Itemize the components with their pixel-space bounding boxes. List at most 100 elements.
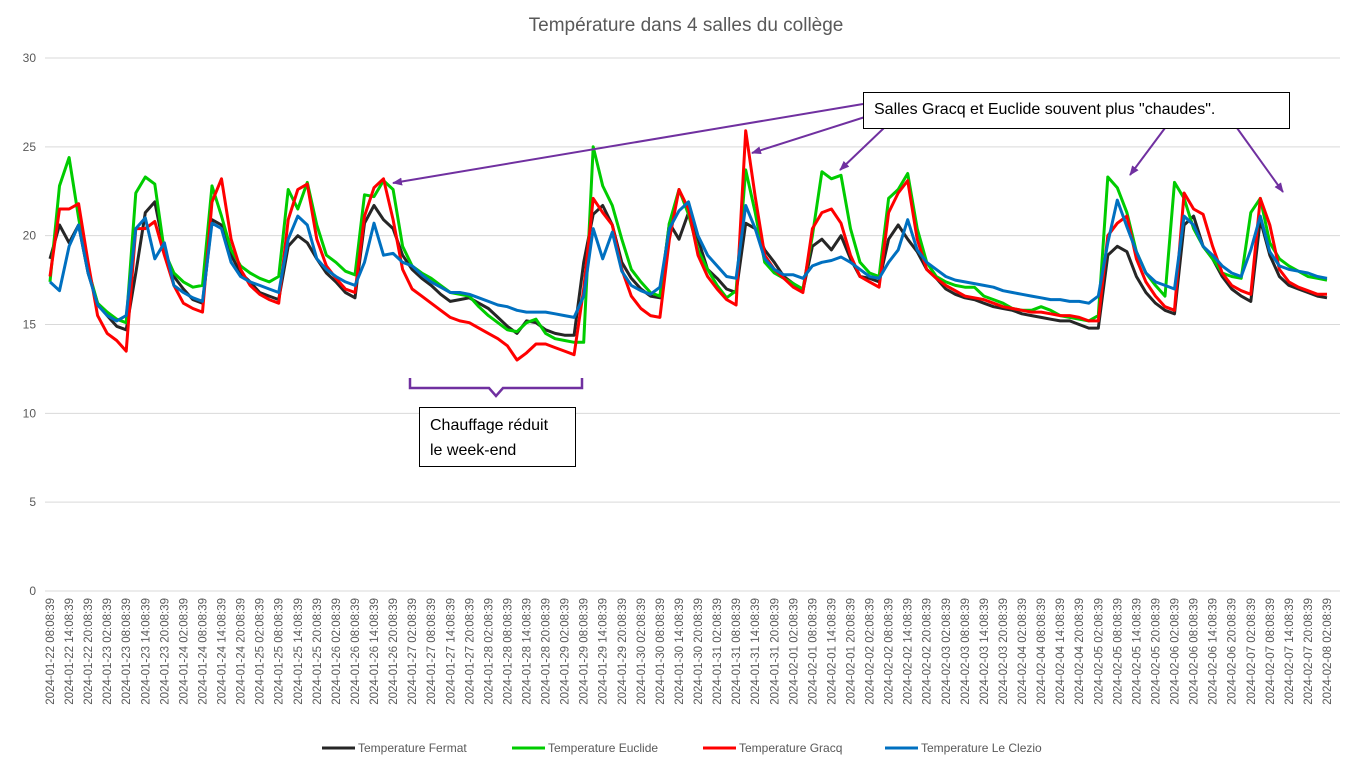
x-tick-label: 2024-02-07 20:08:39 — [1303, 598, 1315, 705]
annotation-hot-rooms-text: Salles Gracq et Euclide souvent plus "ch… — [874, 101, 1216, 118]
y-tick-label: 30 — [23, 51, 37, 65]
x-tick-label: 2024-02-01 20:08:39 — [846, 598, 858, 705]
x-tick-label: 2024-02-06 08:08:39 — [1189, 598, 1201, 705]
x-tick-label: 2024-02-07 14:08:39 — [1284, 598, 1296, 705]
x-tick-label: 2024-01-27 20:08:39 — [464, 598, 476, 705]
x-tick-label: 2024-01-24 14:08:39 — [217, 598, 229, 705]
x-tick-label: 2024-02-02 08:08:39 — [884, 598, 896, 705]
x-tick-label: 2024-01-24 08:08:39 — [197, 598, 209, 705]
x-tick-label: 2024-02-05 20:08:39 — [1150, 598, 1162, 705]
x-tick-label: 2024-01-26 02:08:39 — [331, 598, 343, 705]
legend-label: Temperature Fermat — [358, 741, 467, 755]
x-tick-label: 2024-01-30 08:08:39 — [655, 598, 667, 705]
x-tick-label: 2024-01-26 14:08:39 — [369, 598, 381, 705]
x-tick-label: 2024-02-04 02:08:39 — [1017, 598, 1029, 705]
y-tick-label: 15 — [23, 318, 37, 332]
x-tick-label: 2024-02-02 14:08:39 — [903, 598, 915, 705]
x-tick-label: 2024-01-26 20:08:39 — [388, 598, 400, 705]
x-tick-label: 2024-01-24 02:08:39 — [178, 598, 190, 705]
x-tick-label: 2024-01-25 08:08:39 — [274, 598, 286, 705]
y-tick-label: 0 — [29, 584, 36, 598]
x-tick-label: 2024-02-01 02:08:39 — [788, 598, 800, 705]
x-tick-label: 2024-01-30 20:08:39 — [693, 598, 705, 705]
series-lines — [48, 129, 1328, 362]
x-tick-label: 2024-01-31 08:08:39 — [731, 598, 743, 705]
legend-label: Temperature Euclide — [548, 741, 658, 755]
x-tick-label: 2024-02-03 02:08:39 — [941, 598, 953, 705]
x-tick-label: 2024-02-03 20:08:39 — [998, 598, 1010, 705]
x-tick-label: 2024-02-06 14:08:39 — [1208, 598, 1220, 705]
annotation-arrows — [392, 103, 1284, 398]
x-tick-label: 2024-01-31 20:08:39 — [769, 598, 781, 705]
x-tick-label: 2024-01-22 14:08:39 — [64, 598, 76, 705]
y-tick-label: 20 — [23, 229, 37, 243]
x-tick-label: 2024-01-28 02:08:39 — [483, 598, 495, 705]
x-tick-label: 2024-02-03 14:08:39 — [979, 598, 991, 705]
series-line-temperature-gracq — [48, 129, 1327, 362]
x-tick-label: 2024-01-22 08:08:39 — [45, 598, 57, 705]
x-tick-label: 2024-01-23 08:08:39 — [121, 598, 133, 705]
legend-item: Temperature Fermat — [322, 741, 467, 755]
x-tick-label: 2024-01-29 08:08:39 — [579, 598, 591, 705]
y-axis-ticks: 0 5 10 15 20 25 30 — [23, 51, 37, 598]
y-tick-label: 10 — [23, 406, 37, 420]
gridlines — [45, 57, 1340, 592]
legend-item: Temperature Gracq — [703, 741, 842, 755]
arrow-icon — [1236, 127, 1284, 193]
x-tick-label: 2024-01-23 20:08:39 — [159, 598, 171, 705]
x-tick-label: 2024-02-05 08:08:39 — [1112, 598, 1124, 705]
y-tick-label: 5 — [29, 495, 36, 509]
x-tick-label: 2024-01-25 14:08:39 — [293, 598, 305, 705]
x-tick-label: 2024-01-28 20:08:39 — [541, 598, 553, 705]
x-tick-label: 2024-01-24 20:08:39 — [236, 598, 248, 705]
arrow-icon — [392, 103, 864, 186]
x-tick-label: 2024-02-01 14:08:39 — [826, 598, 838, 705]
x-tick-label: 2024-02-05 02:08:39 — [1093, 598, 1105, 705]
x-tick-label: 2024-01-23 14:08:39 — [140, 598, 152, 705]
annotation-weekend-line1: Chauffage réduit — [430, 417, 549, 434]
x-tick-label: 2024-02-04 20:08:39 — [1074, 598, 1086, 705]
x-tick-label: 2024-01-29 02:08:39 — [560, 598, 572, 705]
series-line-temperature-euclide — [48, 145, 1328, 344]
annotation-weekend: Chauffage réduit le week-end — [419, 407, 576, 467]
x-tick-label: 2024-01-26 08:08:39 — [350, 598, 362, 705]
x-tick-label: 2024-01-27 14:08:39 — [445, 598, 457, 705]
weekend-bracket — [408, 378, 584, 398]
chart-title: Température dans 4 salles du collège — [529, 15, 844, 36]
x-tick-label: 2024-02-04 14:08:39 — [1055, 598, 1067, 705]
x-tick-label: 2024-01-30 02:08:39 — [636, 598, 648, 705]
x-tick-label: 2024-01-25 20:08:39 — [312, 598, 324, 705]
x-tick-label: 2024-01-25 02:08:39 — [255, 598, 267, 705]
x-tick-label: 2024-01-23 02:08:39 — [102, 598, 114, 705]
annotation-weekend-line2: le week-end — [430, 442, 517, 459]
x-tick-label: 2024-02-02 02:08:39 — [865, 598, 877, 705]
x-tick-label: 2024-02-05 14:08:39 — [1131, 598, 1143, 705]
x-tick-label: 2024-01-31 14:08:39 — [750, 598, 762, 705]
series-line-temperature-le-clezio — [48, 198, 1328, 323]
x-tick-label: 2024-02-07 08:08:39 — [1265, 598, 1277, 705]
x-tick-label: 2024-01-30 14:08:39 — [674, 598, 686, 705]
arrow-icon — [751, 116, 866, 155]
x-tick-label: 2024-02-06 02:08:39 — [1170, 598, 1182, 705]
x-tick-label: 2024-01-29 20:08:39 — [617, 598, 629, 705]
x-tick-label: 2024-02-02 20:08:39 — [922, 598, 934, 705]
annotation-hot-rooms: Salles Gracq et Euclide souvent plus "ch… — [863, 92, 1290, 129]
x-tick-label: 2024-01-28 14:08:39 — [521, 598, 533, 705]
x-tick-label: 2024-01-22 20:08:39 — [83, 598, 95, 705]
x-tick-label: 2024-02-08 02:08:39 — [1322, 598, 1334, 705]
x-tick-label: 2024-02-04 08:08:39 — [1036, 598, 1048, 705]
x-tick-label: 2024-01-29 14:08:39 — [598, 598, 610, 705]
legend-label: Temperature Gracq — [739, 741, 842, 755]
legend-item: Temperature Euclide — [512, 741, 658, 755]
x-tick-label: 2024-01-28 08:08:39 — [502, 598, 514, 705]
legend: Temperature Fermat Temperature Euclide Tem… — [322, 741, 1042, 755]
x-tick-label: 2024-02-07 02:08:39 — [1246, 598, 1258, 705]
arrow-icon — [1129, 127, 1166, 176]
legend-label: Temperature Le Clezio — [921, 741, 1042, 755]
x-tick-label: 2024-01-31 02:08:39 — [712, 598, 724, 705]
x-tick-label: 2024-02-03 08:08:39 — [960, 598, 972, 705]
arrow-icon — [839, 126, 886, 171]
x-tick-label: 2024-01-27 02:08:39 — [407, 598, 419, 705]
x-tick-label: 2024-02-01 08:08:39 — [807, 598, 819, 705]
